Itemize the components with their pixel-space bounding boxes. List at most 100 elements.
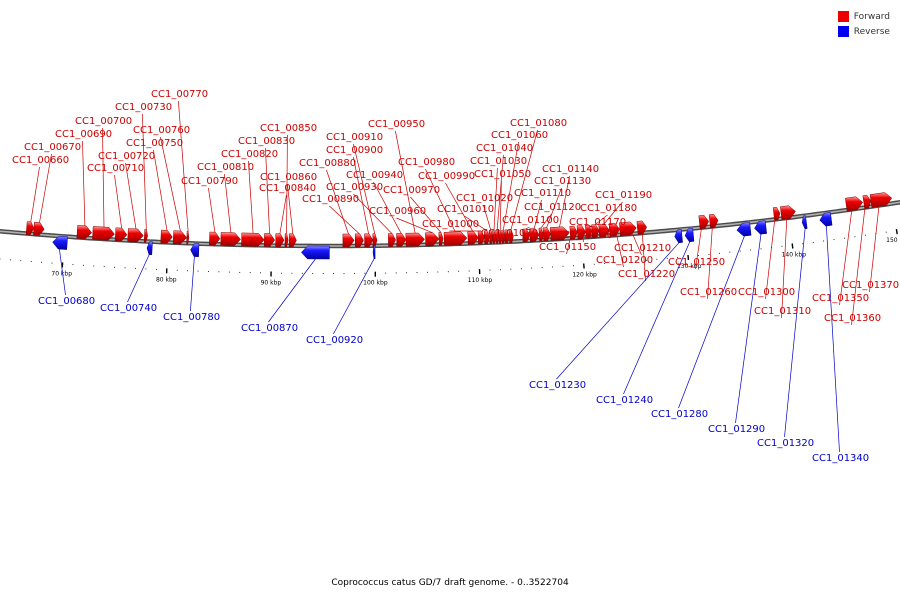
gene-cc1_01240-reverse-arrow[interactable] xyxy=(684,228,695,243)
gene-label-leader xyxy=(39,153,52,223)
gene-label-leader xyxy=(353,156,369,234)
gene-cc1_00780-reverse-arrow[interactable] xyxy=(190,243,200,257)
gene-cc1_00660-forward-arrow[interactable] xyxy=(25,221,35,236)
gene-label-cc1_00710: CC1_00710 xyxy=(87,163,144,174)
gene-cc1_00960-forward-arrow[interactable] xyxy=(425,232,440,247)
gene-cc1_00840-forward-arrow[interactable] xyxy=(275,233,285,247)
gene-cc1_01010-forward-arrow[interactable] xyxy=(483,230,490,245)
gene-label-leader xyxy=(82,140,86,226)
gene-cc1_00860-forward-arrow[interactable] xyxy=(288,233,297,248)
gene-cc1_01130-forward-arrow[interactable] xyxy=(542,227,551,242)
gene-label-leader xyxy=(268,258,316,323)
gene-cc1_01230-reverse-arrow[interactable] xyxy=(674,229,683,244)
gene-cc1_00700-forward-arrow[interactable] xyxy=(92,226,115,241)
gene-cc1_01320-reverse-arrow[interactable] xyxy=(801,215,808,230)
gene-label-cc1_01130: CC1_01130 xyxy=(534,176,591,187)
gene-label-cc1_00980: CC1_00980 xyxy=(398,157,455,168)
scale-tick-label: 110 kbp xyxy=(468,277,493,284)
gene-cc1_01150-forward-arrow[interactable] xyxy=(569,225,578,240)
gene-cc1_01160-forward-arrow[interactable] xyxy=(576,225,586,240)
gene-cc1_00810-forward-arrow[interactable] xyxy=(220,232,241,246)
gene-cc1_00690-forward-arrow[interactable] xyxy=(76,225,93,240)
gene-cc1_00730-forward-arrow[interactable] xyxy=(143,229,148,243)
gene-cc1_01100-forward-arrow[interactable] xyxy=(522,228,531,243)
gene-cc1_01040-forward-arrow[interactable] xyxy=(495,230,500,244)
gene-label-leader xyxy=(502,141,519,231)
gene-cc1_01110-forward-arrow[interactable] xyxy=(529,228,540,242)
gene-cc1_01250-forward-arrow[interactable] xyxy=(698,214,709,229)
gene-cc1_01200-forward-arrow[interactable] xyxy=(608,222,621,237)
gene-cc1_01020-forward-arrow[interactable] xyxy=(489,230,493,244)
gene-cc1_01180-forward-arrow[interactable] xyxy=(591,224,600,239)
gene-cc1_00990-forward-arrow[interactable] xyxy=(467,231,479,245)
gene-cc1_00850-forward-arrow[interactable] xyxy=(284,233,289,247)
gene-cc1_00710-forward-arrow[interactable] xyxy=(114,227,128,242)
gene-cc1_01080-forward-arrow[interactable] xyxy=(508,229,514,243)
gene-cc1_01350-forward-arrow[interactable] xyxy=(845,196,864,212)
gene-cc1_01310-forward-arrow[interactable] xyxy=(780,205,796,220)
gene-cc1_01300-forward-arrow[interactable] xyxy=(772,206,781,221)
gene-cc1_01370-forward-arrow[interactable] xyxy=(869,192,893,208)
gene-label-cc1_01210: CC1_01210 xyxy=(614,243,671,254)
gene-cc1_00880-forward-arrow[interactable] xyxy=(342,233,355,248)
gene-label-cc1_00820: CC1_00820 xyxy=(221,149,278,160)
gene-cc1_00720-forward-arrow[interactable] xyxy=(127,228,144,243)
gene-cc1_01280-reverse-arrow[interactable] xyxy=(736,222,752,237)
gene-label-cc1_01110: CC1_01110 xyxy=(514,188,571,199)
gene-cc1_01260-forward-arrow[interactable] xyxy=(708,213,719,228)
gene-cc1_01290-reverse-arrow[interactable] xyxy=(754,220,767,235)
gene-label-leader xyxy=(286,134,288,234)
gene-cc1_01170-forward-arrow[interactable] xyxy=(585,224,593,239)
gene-cc1_00910-forward-arrow[interactable] xyxy=(372,233,378,248)
gene-cc1_00680-reverse-arrow[interactable] xyxy=(52,235,68,250)
gene-label-cc1_01160: CC1_01160 xyxy=(556,230,613,241)
gene-cc1_00900-forward-arrow[interactable] xyxy=(364,233,374,248)
gene-cc1_00890-forward-arrow[interactable] xyxy=(354,233,364,248)
gene-cc1_01060-forward-arrow[interactable] xyxy=(501,229,506,244)
gene-cc1_01340-reverse-arrow[interactable] xyxy=(819,212,833,227)
gene-label-cc1_01120: CC1_01120 xyxy=(524,202,581,213)
gene-cc1_00790-forward-arrow[interactable] xyxy=(209,231,221,246)
gene-label-cc1_00790: CC1_00790 xyxy=(181,176,238,187)
gene-cc1_01210-forward-arrow[interactable] xyxy=(619,221,637,236)
gene-label-leader xyxy=(533,199,542,229)
gene-cc1_01220-forward-arrow[interactable] xyxy=(636,220,647,235)
gene-cc1_00750-forward-arrow[interactable] xyxy=(160,229,173,244)
gene-label-leader xyxy=(395,130,416,234)
gene-cc1_00920-reverse-arrow[interactable] xyxy=(372,245,376,260)
gene-label-cc1_00940: CC1_00940 xyxy=(346,170,403,181)
gene-cc1_01070-forward-arrow[interactable] xyxy=(504,229,510,244)
gene-label-cc1_00930: CC1_00930 xyxy=(326,182,383,193)
legend-reverse: Reverse xyxy=(837,24,890,39)
gene-cc1_01000-forward-arrow[interactable] xyxy=(477,230,485,245)
gene-label-cc1_00950: CC1_00950 xyxy=(368,119,425,130)
gene-cc1_00830-forward-arrow[interactable] xyxy=(263,233,276,247)
gene-cc1_00820-forward-arrow[interactable] xyxy=(241,232,265,247)
gene-label-cc1_01250: CC1_01250 xyxy=(668,257,725,268)
gene-cc1_00870-reverse-arrow[interactable] xyxy=(301,245,330,260)
gene-cc1_01120-forward-arrow[interactable] xyxy=(538,227,544,242)
legend-forward: Forward xyxy=(837,9,890,24)
gene-label-leader xyxy=(125,162,137,229)
scale-tick-label: 90 kbp xyxy=(261,280,282,287)
forward-swatch xyxy=(837,11,849,22)
gene-cc1_01030-forward-arrow[interactable] xyxy=(492,230,497,244)
gene-cc1_00770-forward-arrow[interactable] xyxy=(186,230,190,245)
gene-cc1_00980-forward-arrow[interactable] xyxy=(443,231,468,246)
gene-cc1_00740-reverse-arrow[interactable] xyxy=(146,241,153,255)
gene-cc1_00940-forward-arrow[interactable] xyxy=(396,233,407,247)
gene-label-leader xyxy=(396,217,433,233)
gene-cc1_00970-forward-arrow[interactable] xyxy=(438,232,444,246)
gene-cc1_01360-forward-arrow[interactable] xyxy=(862,194,872,209)
gene-cc1_01050-forward-arrow[interactable] xyxy=(498,229,503,244)
gene-label-leader xyxy=(525,226,530,230)
gene-label-cc1_01350: CC1_01350 xyxy=(812,293,869,304)
gene-label-leader xyxy=(208,187,216,233)
genes xyxy=(25,192,893,260)
gene-cc1_00930-forward-arrow[interactable] xyxy=(388,233,396,247)
gene-cc1_00760-forward-arrow[interactable] xyxy=(172,230,188,245)
gene-cc1_01190-forward-arrow[interactable] xyxy=(598,223,610,238)
gene-cc1_00950-forward-arrow[interactable] xyxy=(405,232,425,247)
gene-cc1_01140-forward-arrow[interactable] xyxy=(549,226,570,241)
gene-cc1_00670-forward-arrow[interactable] xyxy=(33,221,45,236)
